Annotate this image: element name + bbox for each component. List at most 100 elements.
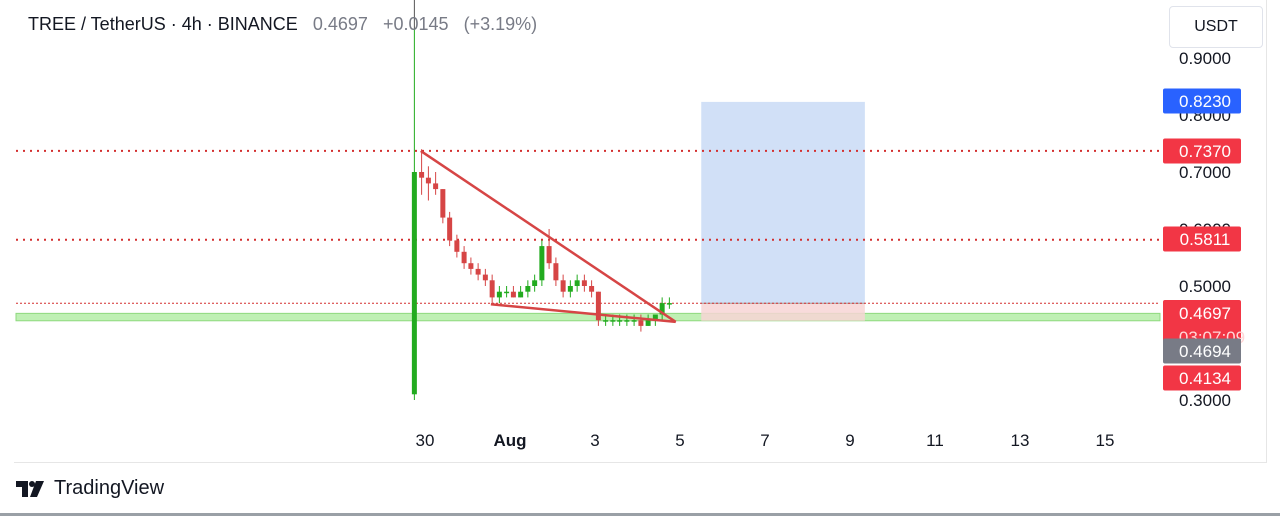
candle-body <box>546 246 552 264</box>
price-label-background <box>1163 365 1241 391</box>
candle <box>411 29 417 400</box>
candle-body <box>666 303 672 305</box>
candle <box>659 297 665 321</box>
price-label-background <box>1163 88 1241 114</box>
exchange-label: BINANCE <box>217 14 298 34</box>
candle-body <box>652 314 658 321</box>
currency-button[interactable]: USDT <box>1169 6 1263 48</box>
candle-body <box>553 263 559 281</box>
candle <box>589 280 595 298</box>
x-axis-tick-label: 15 <box>1096 431 1115 450</box>
price-label: 0.4134 <box>1163 365 1241 391</box>
price-label-text: 0.8230 <box>1179 92 1231 111</box>
candle <box>447 211 453 247</box>
candle <box>510 286 516 298</box>
candle <box>496 286 502 304</box>
price-label-background <box>1163 300 1241 350</box>
candle <box>440 189 446 224</box>
candle-body <box>581 280 587 286</box>
y-axis-tick-label: 0.5000 <box>1179 277 1231 296</box>
candle <box>666 297 672 309</box>
price-label: 0.5811 <box>1163 226 1241 252</box>
candle-body <box>574 280 580 286</box>
candle-body <box>510 291 516 298</box>
price-label-text: 0.7370 <box>1179 142 1231 161</box>
price-label: 0.8230 <box>1163 88 1241 114</box>
candle-body <box>475 268 481 275</box>
trendline-1 <box>490 302 676 324</box>
price-label-background <box>1163 138 1241 164</box>
last-price: 0.4697 <box>312 14 368 34</box>
price-label-background <box>1163 226 1241 252</box>
price-label-text: 0.4134 <box>1179 369 1231 388</box>
candle-body <box>595 291 601 321</box>
y-axis-tick-label: 0.9000 <box>1179 49 1231 68</box>
y-axis-tick-label: 0.7000 <box>1179 163 1231 182</box>
candle <box>475 263 481 281</box>
candle-body <box>532 280 538 286</box>
price-label: 0.7370 <box>1163 138 1241 164</box>
candle-body <box>468 263 474 269</box>
candle-body <box>447 217 453 241</box>
trendline-0 <box>420 149 677 323</box>
candle <box>567 280 573 298</box>
symbol-header: TREE / TetherUS · 4h · BINANCE 0.4697 +0… <box>28 14 538 34</box>
candle-body <box>617 320 623 322</box>
candle <box>631 314 637 326</box>
candle <box>461 246 467 269</box>
candle-body <box>489 280 495 298</box>
candle-body <box>525 286 531 292</box>
candle-body <box>624 320 630 322</box>
symbol-name[interactable]: TREE / TetherUS <box>28 14 166 34</box>
candle <box>553 257 559 286</box>
candle-body <box>589 286 595 292</box>
candle <box>504 286 510 298</box>
y-axis-tick-label: 0.3000 <box>1179 391 1231 410</box>
price-label-text: 0.5811 <box>1180 230 1231 249</box>
candle-body <box>411 172 417 395</box>
price-label-background <box>1163 338 1241 364</box>
price-change: +0.0145 <box>382 14 449 34</box>
candle-body <box>504 291 510 294</box>
x-axis-tick-label: Aug <box>493 431 526 450</box>
candle <box>525 280 531 298</box>
price-label: 0.4694 <box>1163 338 1241 364</box>
candle <box>419 149 425 195</box>
candle-body <box>425 177 431 184</box>
tradingview-logo-icon <box>16 480 44 497</box>
candle-body <box>539 246 545 281</box>
candle-body <box>560 280 566 292</box>
candle-body <box>482 274 488 281</box>
x-axis-tick-label: 3 <box>590 431 599 450</box>
candle <box>489 274 495 304</box>
candle-body <box>518 291 524 298</box>
candle <box>539 240 545 286</box>
x-axis-tick-label: 7 <box>760 431 769 450</box>
candle-body <box>567 286 573 292</box>
candle-body <box>645 320 651 326</box>
candle-body <box>603 320 609 322</box>
candle-body <box>631 320 637 322</box>
candle <box>454 234 460 258</box>
candle <box>532 274 538 292</box>
x-axis-tick-label: 30 <box>416 431 435 450</box>
price-change-percent: (+3.19%) <box>463 14 538 34</box>
position-stop-zone <box>701 303 865 321</box>
candle <box>595 291 601 326</box>
candle-body <box>638 320 644 326</box>
candle-body <box>454 240 460 252</box>
interval-label[interactable]: 4h <box>181 14 202 34</box>
candle-body <box>659 303 665 315</box>
candle <box>518 286 524 298</box>
candle-body <box>496 291 502 298</box>
candle-body <box>419 172 425 178</box>
x-axis-tick-label: 13 <box>1011 431 1030 450</box>
chart-frame <box>14 0 1267 463</box>
bottom-divider <box>0 513 1280 516</box>
candle-body <box>433 183 439 190</box>
x-axis-tick-label: 5 <box>675 431 684 450</box>
footer-branding[interactable]: TradingView <box>16 477 164 500</box>
candle <box>425 166 431 201</box>
x-axis-tick-label: 11 <box>926 431 944 450</box>
